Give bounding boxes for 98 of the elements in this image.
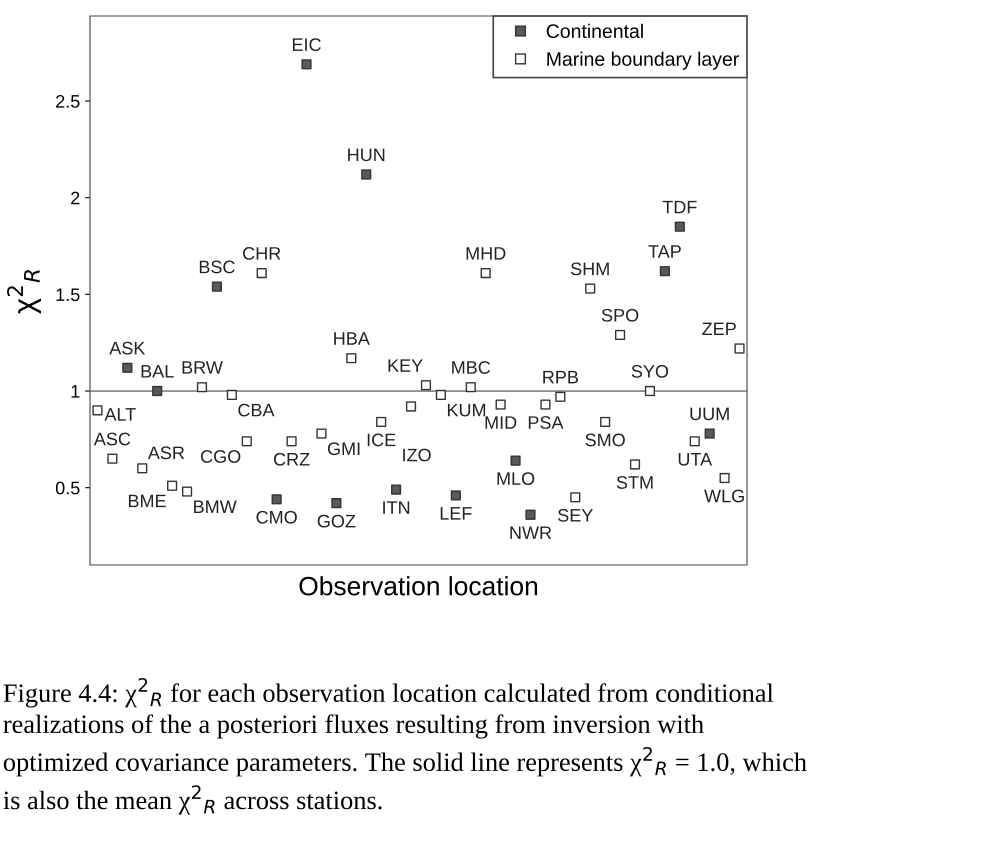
point: [510, 456, 521, 466]
point: [555, 392, 566, 402]
annotation: GOZ: [318, 514, 356, 528]
point: [346, 353, 356, 364]
annotation: SMO: [585, 434, 625, 446]
y-tick-label: 2: [71, 192, 80, 204]
point: [301, 59, 312, 70]
y-tick-label: 0.5: [56, 482, 80, 494]
annotation: BAL: [142, 365, 174, 378]
annotation: MHD: [466, 247, 506, 260]
annotation: PSA: [528, 416, 564, 429]
point: [436, 390, 446, 400]
point: [196, 382, 208, 392]
point: [242, 436, 252, 446]
legend-label: Continental: [546, 24, 643, 38]
annotation: ICE: [368, 434, 396, 446]
annotation: GMI: [328, 442, 360, 456]
annotation: MLO: [497, 472, 534, 485]
annotation: MID: [486, 416, 516, 429]
annotation: CBA: [238, 404, 274, 416]
point: [167, 480, 178, 491]
annotation: HBA: [334, 332, 370, 345]
point: [391, 484, 402, 495]
point: [316, 428, 327, 439]
annotation: BME: [128, 494, 166, 508]
annotation: SEY: [558, 508, 593, 522]
legend-label: Marine boundary layer: [547, 52, 739, 70]
annotation: TDF: [662, 200, 697, 214]
point: [734, 343, 745, 354]
annotation: KEY: [388, 359, 423, 372]
point: [614, 330, 626, 340]
point: [376, 416, 386, 428]
point: [331, 498, 342, 508]
point: [226, 390, 237, 400]
annotation: WLG: [704, 490, 744, 502]
point: [674, 222, 685, 232]
annotation: CHR: [243, 247, 280, 260]
annotation: KUM: [448, 404, 486, 416]
point: [525, 510, 536, 520]
annotation: RPB: [543, 370, 578, 384]
point: [182, 486, 192, 497]
annotation: ZEP: [702, 322, 736, 336]
text: Figure 4.4: χ$^{2}$$_{R}$ for each observation location calculated from conditional realizations of the a posteriori fluxes resulting from inversion with optimized covariance parameters. The solid line represents χ$^{2}$$_{R}$ = 1.0, which is also the mean χ$^{2}$$_{R}$ across stations.: [3, 678, 807, 815]
point: [570, 492, 580, 502]
point: [466, 382, 476, 392]
y-tick-label: 2.5: [56, 94, 80, 108]
point: [450, 490, 461, 500]
x-axis-title: Observation location: [299, 576, 538, 596]
annotation: CMO: [256, 510, 297, 524]
y-axis-title: χ$^{2}$$_{R}$: [7, 270, 41, 314]
annotation: SHM: [570, 262, 609, 276]
annotation: UUM: [690, 408, 729, 420]
annotation: HUN: [348, 148, 384, 162]
annotation: BRW: [182, 361, 223, 374]
annotation: ASK: [109, 342, 146, 355]
annotation: ASC: [94, 432, 130, 446]
annotation: IZO: [403, 448, 431, 462]
annotation: SPO: [602, 308, 638, 322]
point: [660, 266, 670, 276]
point: [585, 283, 596, 294]
annotation: MBC: [452, 361, 490, 374]
point: [644, 386, 656, 396]
point: [496, 399, 506, 410]
annotation: EIC: [292, 38, 321, 52]
y-tick-label: 1: [72, 385, 80, 398]
annotation: CGO: [201, 450, 240, 463]
point: [256, 268, 267, 278]
y-tick-label: 1.5: [56, 288, 80, 302]
point: [690, 436, 700, 446]
point: [286, 436, 297, 446]
point: [540, 399, 551, 410]
annotation: STM: [616, 476, 653, 489]
point: [630, 459, 640, 470]
point: [600, 416, 610, 428]
annotation: ASR: [148, 446, 184, 460]
annotation: LEF: [440, 507, 472, 520]
point: [107, 454, 118, 464]
point: [361, 169, 372, 180]
point: [152, 386, 162, 396]
point: [406, 401, 416, 412]
point: [704, 428, 715, 439]
point: [92, 405, 103, 416]
point: [122, 362, 132, 373]
annotation: BMW: [194, 500, 237, 513]
annotation: TAP: [648, 245, 681, 258]
annotation: UTA: [678, 453, 712, 466]
point: [420, 380, 432, 390]
annotation: CRZ: [274, 452, 310, 466]
point: [137, 463, 148, 474]
point: [480, 268, 491, 278]
annotation: BSC: [200, 260, 235, 274]
point: [720, 472, 730, 484]
annotation: ITN: [383, 501, 410, 514]
annotation: SYO: [632, 364, 668, 378]
point: [212, 282, 222, 292]
point: [272, 494, 282, 504]
annotation: NWR: [510, 526, 552, 539]
annotation: ALT: [104, 408, 136, 421]
